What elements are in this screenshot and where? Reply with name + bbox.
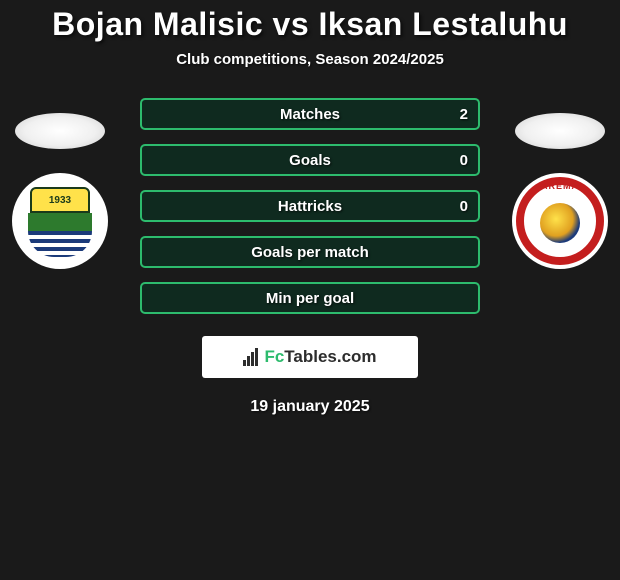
brand-text: FcTables.com <box>264 347 376 367</box>
stat-bar-goals-per-match: Goals per match <box>140 236 480 268</box>
page-title: Bojan Malisic vs Iksan Lestaluhu <box>0 6 620 43</box>
player-left-photo-placeholder <box>15 113 105 149</box>
player-left: 1933 <box>10 113 110 269</box>
stat-label: Min per goal <box>266 290 354 307</box>
stats-bars: Matches 2 Goals 0 Hattricks 0 Goals per … <box>140 98 480 314</box>
comparison-card: Bojan Malisic vs Iksan Lestaluhu Club co… <box>0 0 620 416</box>
bar-chart-icon <box>243 348 258 366</box>
stat-bar-min-per-goal: Min per goal <box>140 282 480 314</box>
main-area: 1933 AREMA Matches 2 Goals 0 <box>0 98 620 416</box>
stat-label: Goals <box>289 152 331 169</box>
club-badge-left: 1933 <box>12 173 108 269</box>
player-right-photo-placeholder <box>515 113 605 149</box>
brand-prefix: Fc <box>264 347 284 366</box>
stat-bar-matches: Matches 2 <box>140 98 480 130</box>
club-badge-right: AREMA <box>512 173 608 269</box>
stat-label: Goals per match <box>251 244 369 261</box>
stat-label: Hattricks <box>278 198 342 215</box>
stat-value-right: 0 <box>460 198 468 215</box>
badge-right-text: AREMA <box>512 181 608 191</box>
stat-label: Matches <box>280 106 340 123</box>
brand-badge: FcTables.com <box>202 336 418 378</box>
stat-bar-hattricks: Hattricks 0 <box>140 190 480 222</box>
badge-left-year: 1933 <box>30 187 90 213</box>
player-right: AREMA <box>510 113 610 269</box>
subtitle: Club competitions, Season 2024/2025 <box>0 51 620 68</box>
stat-bar-goals: Goals 0 <box>140 144 480 176</box>
brand-suffix: Tables.com <box>284 347 376 366</box>
stat-value-right: 0 <box>460 152 468 169</box>
stat-value-right: 2 <box>460 106 468 123</box>
date-text: 19 january 2025 <box>0 398 620 416</box>
